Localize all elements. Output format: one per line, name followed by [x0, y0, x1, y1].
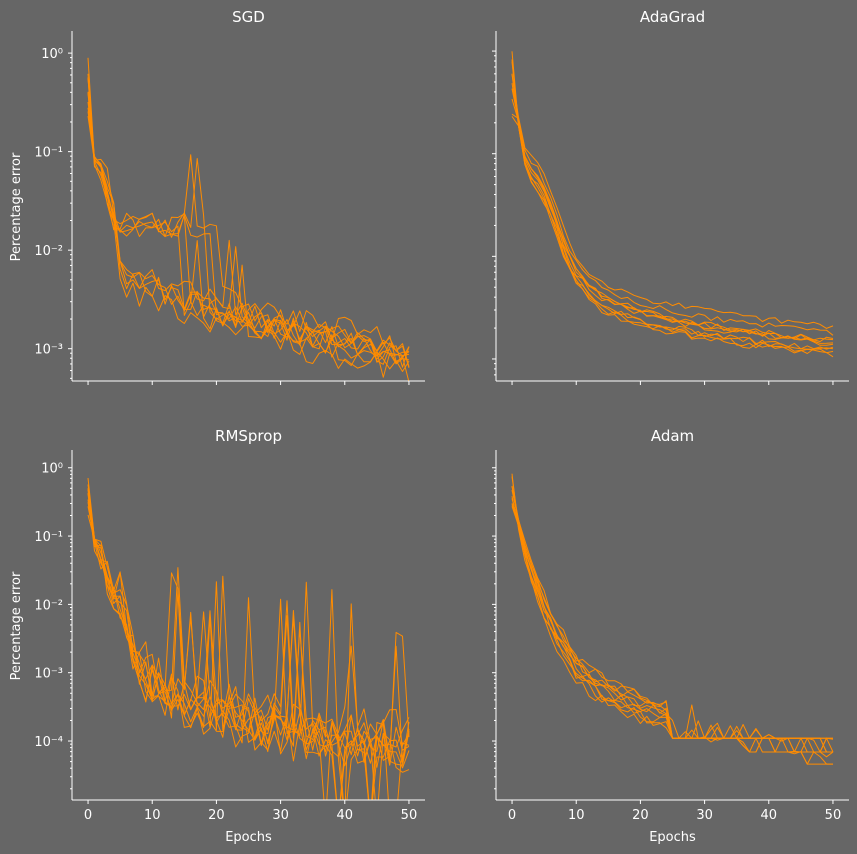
series-group: [511, 51, 834, 358]
x-tick-label: 40: [760, 808, 777, 823]
run-line-2: [87, 484, 410, 768]
run-line-2: [511, 59, 834, 350]
panel-sgd: 10⁰ 10⁻¹ 10⁻² 10⁻³ SGD Percentage error: [9, 8, 425, 385]
run-line-7: [87, 502, 410, 800]
run-line-3: [511, 73, 834, 329]
run-line-2: [87, 57, 410, 365]
y-tick-label: 10⁻¹: [34, 530, 63, 545]
run-line-2: [511, 498, 834, 753]
x-axis-label: Epochs: [225, 830, 272, 845]
run-line-8: [511, 489, 834, 740]
run-line-3: [511, 503, 833, 753]
series-group: [87, 57, 410, 381]
run-line-1: [511, 116, 834, 358]
x-tick-label: 0: [84, 808, 92, 823]
run-line-8: [87, 514, 410, 748]
run-line-3: [87, 478, 410, 800]
panel-adam: 0 10 20 30 40 50 Adam Epochs: [492, 427, 849, 845]
y-axis-label: Percentage error: [9, 152, 24, 261]
y-tick-label: 10⁻²: [34, 244, 63, 259]
run-line-5: [511, 73, 834, 354]
run-line-4: [87, 77, 410, 357]
run-line-10: [87, 91, 410, 368]
x-tick-label: 50: [401, 808, 418, 823]
y-tick-label: 10⁻³: [34, 343, 63, 358]
run-line-10: [87, 492, 410, 800]
run-line-8: [87, 116, 410, 367]
y-tick-label: 10⁰: [41, 462, 63, 477]
panel-rmsprop: 0 10 20 30 40 50 10⁰ 10⁻¹ 10⁻² 10⁻³ 10⁻⁴ RMSprop Epo…: [9, 427, 425, 845]
y-tick-label: 10⁻²: [34, 598, 63, 613]
run-line-4: [511, 98, 834, 341]
run-line-7: [511, 51, 834, 350]
run-line-7: [511, 486, 833, 739]
run-line-8: [511, 61, 834, 346]
series-group: [87, 478, 410, 800]
series-group: [511, 473, 834, 765]
x-tick-label: 40: [336, 808, 353, 823]
y-tick-label: 10⁻¹: [34, 146, 63, 161]
y-tick-label: 10⁻⁴: [34, 735, 63, 750]
x-tick-label: 20: [208, 808, 225, 823]
run-line-10: [511, 113, 834, 336]
run-line-4: [511, 504, 833, 753]
x-tick-label: 0: [508, 808, 516, 823]
y-tick-label: 10⁻³: [34, 667, 63, 682]
x-tick-label: 10: [144, 808, 161, 823]
run-line-10: [511, 485, 833, 753]
run-line-6: [87, 107, 410, 356]
x-tick-label: 30: [272, 808, 289, 823]
x-tick-label: 30: [696, 808, 713, 823]
y-tick-label: 10⁰: [41, 47, 63, 62]
y-axis-label: Percentage error: [9, 571, 24, 680]
run-line-9: [87, 506, 410, 800]
chart-title: AdaGrad: [640, 8, 705, 26]
run-line-9: [511, 88, 834, 342]
chart-title: SGD: [232, 8, 265, 26]
x-tick-label: 10: [568, 808, 585, 823]
chart-title: RMSprop: [215, 427, 282, 445]
x-tick-label: 20: [632, 808, 649, 823]
panel-adagrad: AdaGrad: [492, 8, 849, 385]
x-tick-label: 50: [825, 808, 842, 823]
x-axis-label: Epochs: [649, 830, 696, 845]
chart-title: Adam: [651, 427, 694, 445]
run-line-6: [87, 499, 410, 769]
run-line-6: [511, 83, 834, 344]
run-line-6: [511, 476, 833, 753]
